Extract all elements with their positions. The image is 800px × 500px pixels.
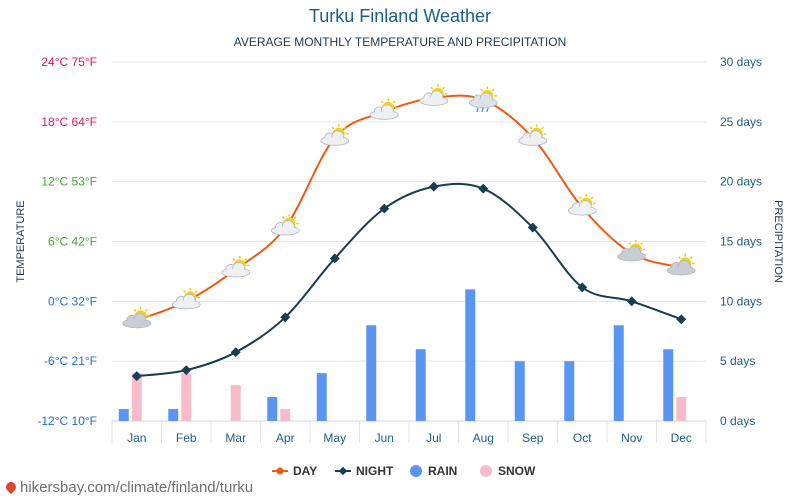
snow-bar bbox=[280, 409, 291, 421]
x-tick-label: Oct bbox=[573, 431, 592, 445]
y2-axis-title: PRECIPITATION bbox=[772, 200, 784, 283]
rain-bar bbox=[168, 409, 179, 421]
legend-item-snow[interactable]: SNOW bbox=[480, 464, 536, 478]
rain-sun-icon bbox=[468, 86, 498, 113]
y2-tick-label: 25 days bbox=[720, 115, 762, 129]
night-point bbox=[181, 365, 192, 376]
y-axis-title: TEMPERATURE bbox=[15, 200, 27, 282]
x-tick-label: Mar bbox=[225, 431, 246, 445]
rain-bar bbox=[465, 289, 476, 421]
location-pin-icon bbox=[3, 479, 19, 495]
night-point bbox=[379, 203, 390, 214]
rain-bar bbox=[267, 397, 278, 421]
x-tick-label: Jan bbox=[127, 431, 146, 445]
night-point bbox=[626, 296, 637, 307]
rain-bar bbox=[514, 361, 525, 421]
y-tick-label: 18°C 64°F bbox=[41, 115, 97, 129]
partly-cloudy-icon bbox=[122, 306, 152, 329]
partly-cloudy-icon bbox=[666, 253, 696, 276]
legend-item-night[interactable]: NIGHT bbox=[335, 464, 394, 478]
rain-bar bbox=[663, 349, 674, 421]
day-line bbox=[136, 94, 682, 322]
night-point bbox=[329, 253, 340, 264]
legend-item-rain[interactable]: RAIN bbox=[410, 464, 457, 478]
x-tick-label: Jul bbox=[426, 431, 441, 445]
y-tick-label: 24°C 75°F bbox=[41, 55, 97, 69]
rain-bar bbox=[415, 349, 426, 421]
rain-bar bbox=[366, 325, 377, 421]
y-tick-label: 12°C 53°F bbox=[41, 175, 97, 189]
y2-tick-label: 10 days bbox=[720, 294, 762, 308]
source-link[interactable]: hikersbay.com/climate/finland/turku bbox=[3, 479, 254, 496]
legend-label: RAIN bbox=[428, 464, 457, 478]
x-tick-label: Jun bbox=[375, 431, 394, 445]
partly-sunny-icon bbox=[221, 255, 251, 278]
night-line bbox=[136, 182, 682, 378]
rain-bar bbox=[316, 373, 327, 421]
y2-tick-label: 5 days bbox=[720, 354, 755, 368]
chart-subtitle: AVERAGE MONTHLY TEMPERATURE AND PRECIPIT… bbox=[233, 35, 567, 49]
partly-sunny-icon bbox=[270, 214, 300, 236]
partly-sunny-icon bbox=[518, 124, 548, 146]
y2-tick-label: 15 days bbox=[720, 235, 762, 249]
night-point bbox=[577, 282, 588, 293]
x-tick-label: Dec bbox=[671, 431, 692, 445]
partly-cloudy-icon bbox=[617, 239, 647, 262]
night-point bbox=[676, 314, 687, 325]
partly-sunny-icon bbox=[320, 124, 350, 146]
y-tick-label: 0°C 32°F bbox=[48, 294, 97, 308]
y2-tick-label: 30 days bbox=[720, 55, 762, 69]
x-tick-label: Sep bbox=[522, 431, 544, 445]
x-tick-label: Feb bbox=[176, 431, 197, 445]
snow-bar bbox=[676, 397, 687, 421]
y2-tick-label: 20 days bbox=[720, 175, 762, 189]
night-point bbox=[280, 312, 291, 323]
partly-sunny-icon bbox=[369, 98, 399, 120]
night-point bbox=[428, 181, 439, 192]
x-tick-label: May bbox=[323, 431, 346, 445]
chart-title: Turku Finland Weather bbox=[308, 6, 492, 26]
night-point bbox=[230, 347, 241, 358]
rain-bar bbox=[613, 325, 624, 421]
y-tick-label: -12°C 10°F bbox=[37, 414, 97, 428]
source-link-text: hikersbay.com/climate/finland/turku bbox=[20, 479, 254, 496]
partly-sunny-icon bbox=[171, 287, 201, 310]
y-tick-label: -6°C 21°F bbox=[44, 354, 97, 368]
rain-bar bbox=[564, 361, 575, 421]
y-tick-label: 6°C 42°F bbox=[48, 235, 97, 249]
partly-sunny-icon bbox=[419, 84, 449, 106]
x-tick-label: Nov bbox=[621, 431, 642, 445]
legend-item-day[interactable]: DAY bbox=[272, 464, 317, 478]
snow-bar bbox=[230, 385, 241, 421]
partly-sunny-icon bbox=[567, 194, 597, 216]
x-tick-label: Aug bbox=[473, 431, 494, 445]
x-tick-label: Apr bbox=[276, 431, 295, 445]
legend: DAY NIGHT RAIN SNOW bbox=[272, 464, 536, 478]
legend-label: SNOW bbox=[498, 464, 536, 478]
legend-label: NIGHT bbox=[356, 464, 394, 478]
rain-bar bbox=[118, 409, 129, 421]
night-point bbox=[478, 183, 489, 194]
legend-label: DAY bbox=[293, 464, 317, 478]
night-point bbox=[131, 371, 142, 382]
snow-bar bbox=[131, 373, 142, 421]
snow-bar bbox=[181, 373, 192, 421]
y2-tick-label: 0 days bbox=[720, 414, 755, 428]
night-point bbox=[527, 222, 538, 233]
